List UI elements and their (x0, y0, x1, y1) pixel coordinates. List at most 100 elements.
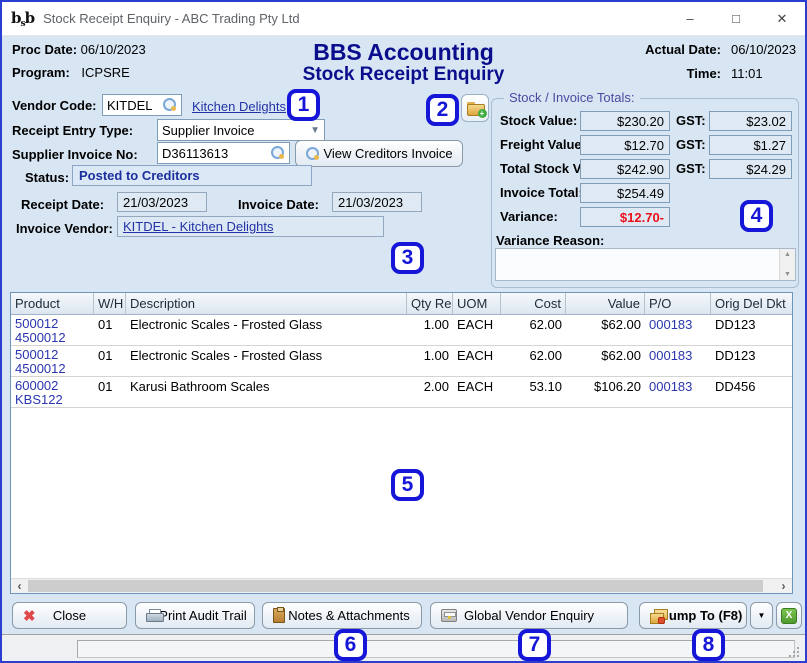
attachments-folder-button[interactable]: + (461, 94, 489, 122)
minimize-button[interactable]: – (667, 2, 713, 35)
variance-reason-label: Variance Reason: (496, 233, 605, 248)
annotation-badge-8: 8 (692, 629, 725, 661)
table-row[interactable]: 600002 KBS122 01 Karusi Bathroom Scales … (11, 377, 792, 408)
col-value[interactable]: Value (566, 293, 645, 314)
product-code-link[interactable]: 500012 (15, 347, 59, 362)
stock-value-field: $230.20 (580, 111, 670, 131)
description-cell: Electronic Scales - Frosted Glass (130, 348, 323, 363)
vendor-name-link[interactable]: Kitchen Delights (192, 99, 286, 114)
orig-del-dkt-cell: DD456 (715, 379, 756, 394)
status-label: Status: (25, 170, 70, 185)
invoice-date-label: Invoice Date: (238, 197, 319, 212)
invoice-vendor-field: KITDEL - Kitchen Delights (117, 216, 384, 237)
invoice-search-icon[interactable] (271, 146, 285, 160)
actual-date-value: 06/10/2023 (731, 42, 797, 57)
invoice-total-label: Invoice Total: (500, 185, 583, 200)
jump-folders-icon (650, 608, 668, 624)
global-vendor-enquiry-button[interactable]: Global Vendor Enquiry (430, 602, 628, 629)
close-window-button[interactable]: ✕ (759, 2, 805, 35)
table-row[interactable]: 500012 4500012 01 Electronic Scales - Fr… (11, 315, 792, 346)
table-horizontal-scrollbar[interactable]: ‹ › (11, 578, 792, 593)
minimize-icon: – (686, 11, 694, 26)
stock-gst-label: GST: (676, 113, 706, 128)
product-code-link[interactable]: 600002 (15, 378, 59, 393)
receipt-date-value: 21/03/2023 (123, 194, 189, 210)
supplier-invoice-no-input[interactable]: D36113613 (157, 142, 290, 164)
col-po[interactable]: P/O (645, 293, 711, 314)
resize-grip[interactable] (789, 647, 791, 649)
close-icon: ✕ (776, 10, 788, 26)
scroll-left-icon[interactable]: ‹ (17, 579, 22, 593)
col-product[interactable]: Product (11, 293, 94, 314)
wh-cell: 01 (98, 348, 113, 363)
app-title: BBS Accounting (313, 39, 494, 65)
scroll-down-icon: ▼ (784, 271, 791, 278)
invoice-vendor-label: Invoice Vendor: (16, 221, 113, 236)
export-excel-button[interactable]: X (776, 602, 802, 629)
annotation-badge-5: 5 (391, 469, 424, 501)
jump-to-dropdown-button[interactable]: ▼ (750, 602, 773, 629)
product-code-link2[interactable]: 4500012 (15, 361, 66, 376)
scroll-right-icon[interactable]: › (781, 579, 786, 593)
value-cell: $62.00 (601, 317, 641, 332)
col-description[interactable]: Description (126, 293, 407, 314)
table-row[interactable]: 500012 4500012 01 Electronic Scales - Fr… (11, 346, 792, 377)
col-cost[interactable]: Cost (501, 293, 566, 314)
actual-date-label: Actual Date: (645, 42, 721, 57)
orig-del-dkt-cell: DD123 (715, 317, 756, 332)
col-orig-del-dkt[interactable]: Orig Del Dkt (715, 296, 786, 311)
col-uom[interactable]: UOM (453, 293, 501, 314)
vendor-search-icon[interactable] (163, 98, 177, 112)
vendor-code-input[interactable]: KITDEL (102, 94, 182, 116)
invoice-vendor-link[interactable]: KITDEL - Kitchen Delights (123, 219, 274, 234)
annotation-badge-6: 6 (334, 629, 367, 661)
po-link[interactable]: 000183 (649, 348, 693, 363)
orig-del-dkt-cell: DD123 (715, 348, 756, 363)
annotation-badge-4: 4 (740, 200, 773, 232)
col-qty-rec[interactable]: Qty Rec (407, 293, 453, 314)
total-gst-label: GST: (676, 161, 706, 176)
scrollbar-thumb[interactable] (28, 580, 763, 592)
window-title: Stock Receipt Enquiry - ABC Trading Pty … (43, 11, 300, 26)
notes-attachments-label: Notes & Attachments (288, 608, 410, 623)
jump-to-button[interactable]: Jump To (F8) (639, 602, 747, 629)
printer-icon (146, 609, 164, 622)
time-label: Time: (686, 66, 721, 81)
wh-cell: 01 (98, 379, 113, 394)
close-x-icon: ✖ (23, 607, 36, 625)
variance-reason-textarea[interactable]: ▲ ▼ (495, 248, 796, 281)
description-cell: Karusi Bathroom Scales (130, 379, 270, 394)
annotation-badge-7: 7 (518, 629, 551, 661)
program-label: Program: (12, 65, 70, 80)
excel-icon: X (781, 607, 797, 624)
proc-date-value: 06/10/2023 (80, 42, 146, 57)
total-stock-val-label: Total Stock Val: (500, 161, 596, 176)
maximize-button[interactable]: □ (713, 2, 759, 35)
status-bar-panel (77, 640, 795, 658)
cabinet-icon (441, 609, 457, 622)
header-right-block: Actual Date: 06/10/2023 Time: 11:01 (645, 42, 799, 81)
product-code-link[interactable]: 500012 (15, 316, 59, 331)
variance-field: $12.70- (580, 207, 670, 227)
po-link[interactable]: 000183 (649, 317, 693, 332)
title-bar: bsb Stock Receipt Enquiry - ABC Trading … (2, 2, 805, 36)
view-invoice-search-icon (306, 146, 320, 161)
reason-scrollbar[interactable]: ▲ ▼ (779, 249, 795, 280)
print-audit-trail-button[interactable]: Print Audit Trail (135, 602, 255, 629)
freight-value-field: $12.70 (580, 135, 670, 155)
notes-attachments-button[interactable]: Notes & Attachments (262, 602, 422, 629)
stock-gst-field: $23.02 (709, 111, 792, 131)
view-creditors-invoice-button[interactable]: View Creditors Invoice (295, 140, 463, 167)
product-code-link2[interactable]: 4500012 (15, 330, 66, 345)
receipt-entry-type-select[interactable]: Supplier Invoice ▼ (157, 119, 325, 141)
col-wh[interactable]: W/H (94, 293, 126, 314)
uom-cell: EACH (457, 317, 494, 332)
program-value: ICPSRE (81, 65, 130, 80)
product-code-link2[interactable]: KBS122 (15, 392, 63, 407)
supplier-invoice-no-value: D36113613 (162, 145, 229, 161)
invoice-date-value: 21/03/2023 (338, 194, 404, 210)
close-button[interactable]: ✖ Close (12, 602, 127, 629)
po-link[interactable]: 000183 (649, 379, 693, 394)
total-gst-field: $24.29 (709, 159, 792, 179)
